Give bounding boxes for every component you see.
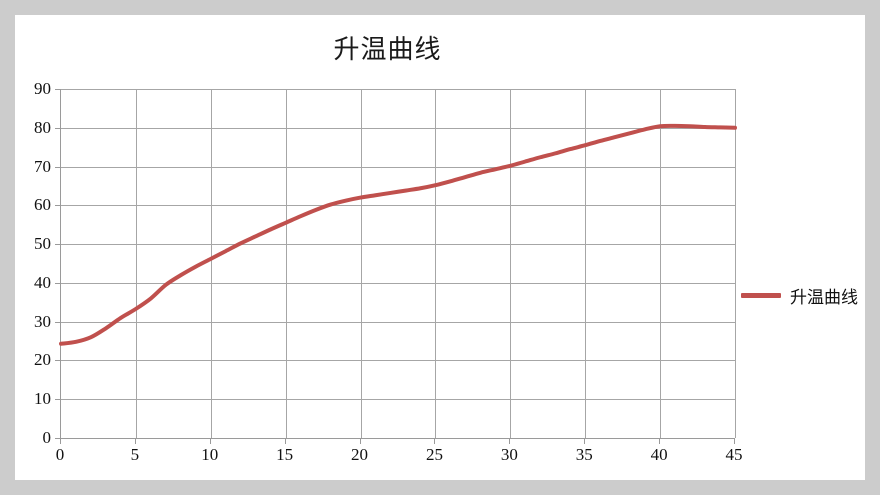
chart-legend: 升温曲线 [741, 283, 858, 308]
x-axis-tick-mark [509, 439, 511, 444]
x-axis-tick-label: 30 [500, 445, 518, 464]
y-axis-tick-mark [55, 127, 60, 129]
y-axis-tick-label: 90 [34, 79, 51, 98]
y-axis-tick-mark [55, 399, 60, 401]
x-axis-tick-mark [584, 439, 586, 444]
y-axis-tick-mark [55, 321, 60, 323]
x-axis-tick-label: 5 [130, 445, 140, 464]
gridline-horizontal [61, 399, 735, 401]
y-axis-tick-mark [55, 205, 60, 207]
gridline-horizontal [61, 321, 735, 323]
x-axis-tick-mark [134, 439, 136, 444]
legend-color-swatch [741, 293, 781, 298]
series-line-chart [59, 123, 737, 346]
x-axis-tick-label: 25 [425, 445, 443, 464]
gridline-vertical [285, 89, 287, 438]
x-axis-tick-mark [434, 439, 436, 444]
y-axis-tick-mark [55, 438, 60, 439]
gridline-horizontal [61, 282, 735, 284]
x-axis-tick-mark [359, 439, 361, 444]
gridline-vertical [210, 89, 212, 438]
plot-wrapper: 0 10 20 30 40 50 60 70 80 90 0 5 10 15 20 25 30 35 40 45 [15, 15, 865, 480]
y-axis-tick-label: 80 [34, 117, 51, 137]
y-axis-tick-label: 40 [34, 272, 51, 292]
y-axis-tick-mark [55, 244, 60, 246]
y-axis-tick-label: 50 [34, 234, 51, 254]
gridline-horizontal [61, 166, 735, 168]
y-axis-tick-mark [55, 360, 60, 362]
chart-container: 升温曲线 0 10 20 30 40 50 60 70 80 90 0 5 10 15 20 25 30 35 4… [15, 15, 865, 480]
x-axis-tick-mark [284, 439, 286, 444]
x-axis-tick-label: 40 [650, 445, 668, 464]
y-axis-tick-label: 70 [34, 156, 51, 176]
gridline-vertical [735, 89, 736, 438]
gridline-horizontal [61, 244, 735, 246]
y-axis-tick-label: 30 [34, 311, 51, 331]
x-axis-tick-mark [209, 439, 211, 444]
x-axis-tick-label: 0 [55, 445, 65, 464]
gridline-horizontal [61, 127, 735, 129]
gridline-vertical [510, 89, 512, 438]
gridline-vertical [360, 89, 362, 438]
x-axis-tick-mark [659, 439, 661, 444]
y-axis-tick-mark [55, 282, 60, 284]
gridline-vertical [435, 89, 437, 438]
x-axis-tick-label: 15 [276, 445, 294, 464]
y-axis-tick-label: 20 [34, 350, 51, 370]
x-axis-tick-mark [60, 439, 61, 444]
gridline-horizontal [61, 360, 735, 362]
chart-title: 升温曲线 [333, 35, 442, 65]
y-axis-tick-mark [55, 89, 60, 90]
y-axis-tick-mark [55, 166, 60, 168]
y-axis-tick-label: 60 [34, 195, 51, 215]
x-axis-tick-label: 20 [351, 445, 369, 464]
x-axis-tick-label: 10 [201, 445, 219, 464]
gridline-horizontal [61, 205, 735, 207]
gridline-vertical [585, 89, 587, 438]
y-axis-tick-label: 10 [34, 389, 51, 409]
y-axis-tick-label: 0 [42, 428, 52, 447]
x-axis-tick-mark [734, 439, 735, 444]
gridline-horizontal [61, 89, 735, 90]
gridline-vertical [135, 89, 137, 438]
x-axis-tick-label: 35 [575, 445, 593, 464]
x-axis-tick-label: 45 [725, 445, 743, 464]
series-path-heating-curve [59, 123, 737, 346]
plot-area [59, 89, 737, 439]
legend-item-label: 升温曲线 [790, 288, 858, 308]
gridline-vertical [660, 89, 662, 438]
